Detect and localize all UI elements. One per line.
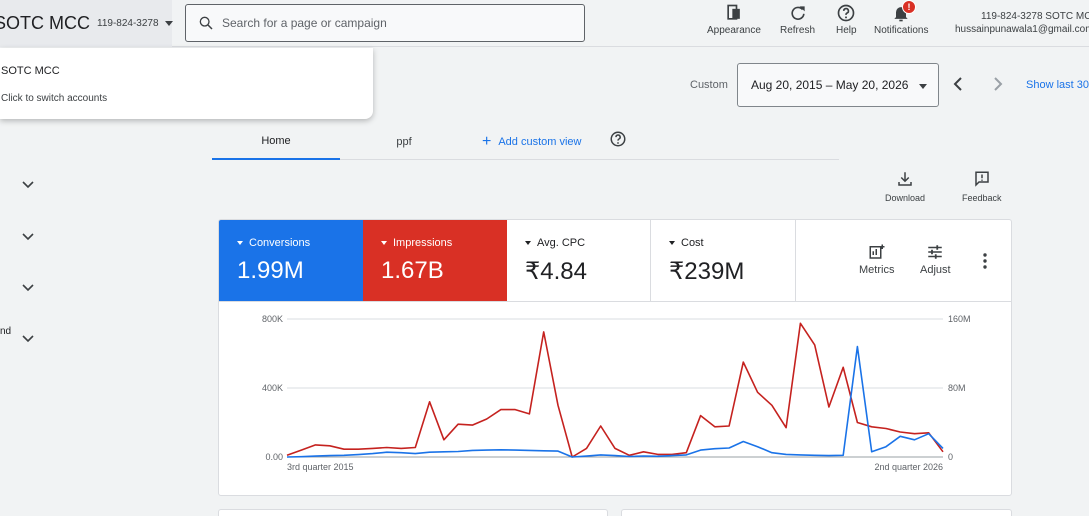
help-button[interactable]: Help bbox=[836, 3, 857, 36]
metric-label: Cost bbox=[681, 237, 704, 249]
account-name: SOTC MCC bbox=[0, 13, 90, 33]
notifications-button[interactable]: Notifications ! bbox=[874, 0, 929, 36]
metric-avg-cpc[interactable]: Avg. CPC ₹4.84 bbox=[507, 220, 651, 301]
notification-badge: ! bbox=[902, 0, 916, 14]
x-tick-label: 3rd quarter 2015 bbox=[287, 462, 354, 472]
metric-value: ₹239M bbox=[669, 258, 745, 285]
metric-impressions[interactable]: Impressions 1.67B bbox=[363, 220, 507, 301]
chevron-down-icon[interactable] bbox=[21, 332, 35, 346]
metric-value: 1.99M bbox=[237, 257, 304, 284]
download-icon bbox=[898, 172, 912, 186]
metric-conversions[interactable]: Conversions 1.99M bbox=[219, 220, 363, 301]
adjust-button[interactable]: Adjust bbox=[920, 243, 951, 276]
right-tick-label: 80M bbox=[948, 383, 966, 393]
add-custom-view-label: Add custom view bbox=[498, 135, 582, 148]
chevron-down-icon[interactable] bbox=[21, 281, 35, 295]
divider bbox=[219, 301, 1011, 302]
dropdown-arrow-icon bbox=[525, 241, 531, 245]
chevron-left-icon[interactable] bbox=[949, 74, 969, 94]
more-vert-icon[interactable] bbox=[979, 252, 991, 270]
metrics-label: Metrics bbox=[859, 264, 895, 276]
search-input[interactable] bbox=[222, 16, 562, 30]
account-id: 119-824-3278 bbox=[97, 18, 159, 29]
download-button[interactable]: Download bbox=[885, 170, 925, 203]
feedback-icon bbox=[975, 171, 989, 187]
feedback-button[interactable]: Feedback bbox=[962, 170, 1002, 203]
chart-series bbox=[286, 322, 944, 458]
user-email: hussainpunawala1@gmail.com bbox=[955, 24, 1089, 35]
metric-label: Impressions bbox=[393, 237, 453, 249]
download-label: Download bbox=[885, 193, 926, 203]
refresh-label: Refresh bbox=[780, 25, 816, 36]
right-tick-label: 0 bbox=[948, 452, 953, 462]
tab-ppf[interactable]: ppf bbox=[396, 135, 412, 148]
user-info[interactable]: 119-824-3278 SOTC MCC hussainpunawala1@g… bbox=[955, 10, 1089, 36]
user-account-line: 119-824-3278 SOTC MCC bbox=[981, 11, 1089, 22]
dropdown-account-name: SOTC MCC bbox=[1, 65, 60, 77]
help-icon bbox=[837, 4, 855, 22]
search-box[interactable] bbox=[185, 4, 585, 42]
refresh-button[interactable]: Refresh bbox=[780, 3, 815, 36]
metric-cost[interactable]: Cost ₹239M bbox=[651, 220, 796, 301]
search-icon bbox=[199, 16, 213, 30]
account-switcher[interactable]: SOTC MCC 119-824-3278 bbox=[0, 0, 173, 47]
metric-label: Conversions bbox=[249, 237, 311, 249]
adjust-label: Adjust bbox=[920, 264, 951, 276]
dropdown-arrow-icon bbox=[237, 241, 243, 245]
metric-value: 1.67B bbox=[381, 257, 444, 284]
date-range-picker[interactable]: Aug 20, 2015 – May 20, 2026 bbox=[737, 63, 939, 107]
show-last-link[interactable]: Show last 30 bbox=[1026, 79, 1089, 91]
date-range-label: Custom bbox=[690, 79, 728, 91]
x-tick-label: 2nd quarter 2026 bbox=[874, 462, 943, 472]
refresh-icon bbox=[790, 6, 805, 20]
view-tabs: Home ppf + Add custom view bbox=[212, 123, 839, 160]
dropdown-arrow-icon bbox=[669, 241, 675, 245]
bottom-card-right bbox=[621, 509, 1012, 516]
left-tick-label: 400K bbox=[262, 383, 283, 393]
plus-icon: + bbox=[482, 132, 492, 150]
top-bar: SOTC MCC 119-824-3278 Appearance Refresh… bbox=[0, 0, 1089, 47]
chevron-down-icon[interactable] bbox=[21, 178, 35, 192]
series-line-conversions bbox=[286, 345, 944, 458]
x-axis: 3rd quarter 2015 2nd quarter 2026 bbox=[287, 462, 943, 472]
metric-label: Avg. CPC bbox=[537, 237, 586, 249]
chevron-right-icon[interactable] bbox=[987, 74, 1007, 94]
series-line-impressions bbox=[286, 322, 944, 458]
date-range-value: Aug 20, 2015 – May 20, 2026 bbox=[751, 78, 909, 92]
right-tick-label: 160M bbox=[948, 314, 971, 324]
performance-chart: 800K 400K 0.00 160M 80M 0 3rd quarter 2015 2n… bbox=[262, 314, 971, 472]
appearance-icon bbox=[727, 4, 740, 20]
help-label: Help bbox=[836, 25, 857, 36]
chart-grid bbox=[287, 318, 943, 458]
appearance-label: Appearance bbox=[707, 25, 761, 36]
dropdown-arrow-icon bbox=[381, 241, 387, 245]
metric-value: ₹4.84 bbox=[525, 258, 587, 285]
appearance-button[interactable]: Appearance bbox=[707, 3, 761, 36]
bottom-card-left bbox=[218, 509, 608, 516]
feedback-label: Feedback bbox=[962, 193, 1002, 203]
account-dropdown[interactable]: SOTC MCC Click to switch accounts bbox=[0, 48, 373, 119]
tab-home[interactable]: Home bbox=[212, 123, 340, 160]
metrics-button[interactable]: Metrics bbox=[859, 243, 894, 276]
left-tick-label: 800K bbox=[262, 314, 283, 324]
notifications-label: Notifications bbox=[874, 25, 929, 36]
performance-card: Conversions 1.99M Impressions 1.67B Avg.… bbox=[218, 219, 1012, 496]
help-icon[interactable] bbox=[609, 130, 627, 148]
sliders-icon bbox=[928, 245, 943, 259]
chevron-down-icon bbox=[164, 21, 173, 26]
add-custom-view-button[interactable]: + Add custom view bbox=[482, 123, 582, 160]
chevron-down-icon bbox=[919, 84, 927, 89]
left-axis: 800K 400K 0.00 bbox=[262, 314, 283, 462]
nav-item-partial-label: nd bbox=[0, 326, 12, 337]
dropdown-subtitle: Click to switch accounts bbox=[1, 93, 108, 104]
right-axis: 160M 80M 0 bbox=[948, 314, 971, 462]
chart-add-icon bbox=[869, 244, 885, 259]
left-tick-label: 0.00 bbox=[265, 452, 283, 462]
chevron-down-icon[interactable] bbox=[21, 230, 35, 244]
